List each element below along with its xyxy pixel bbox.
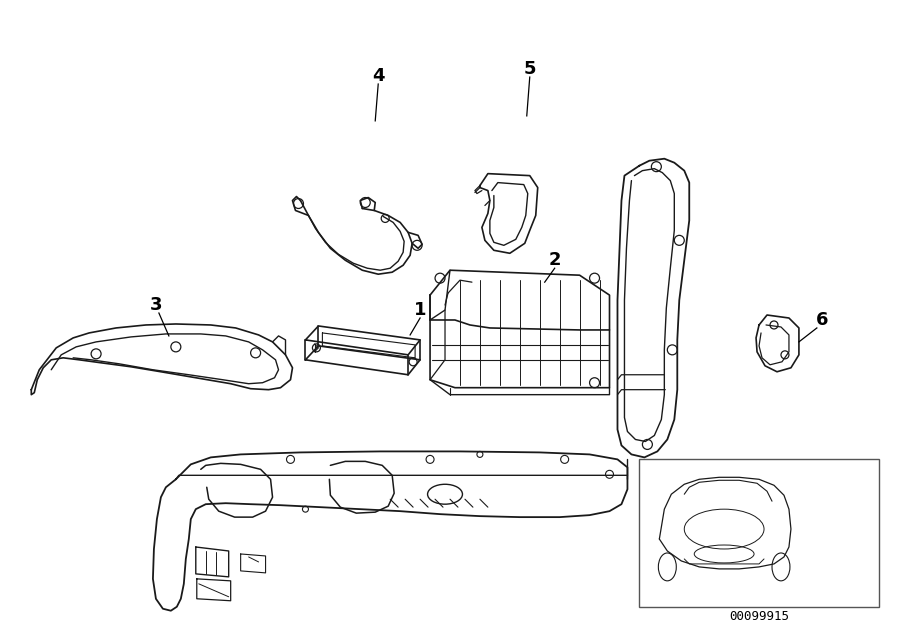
Text: 4: 4 <box>372 67 384 85</box>
Text: 6: 6 <box>815 311 828 329</box>
Text: 00099915: 00099915 <box>729 610 789 623</box>
Bar <box>639 459 878 607</box>
Text: 3: 3 <box>149 296 162 314</box>
Text: 5: 5 <box>524 60 536 78</box>
Text: 2: 2 <box>548 251 561 269</box>
Text: 1: 1 <box>414 301 427 319</box>
